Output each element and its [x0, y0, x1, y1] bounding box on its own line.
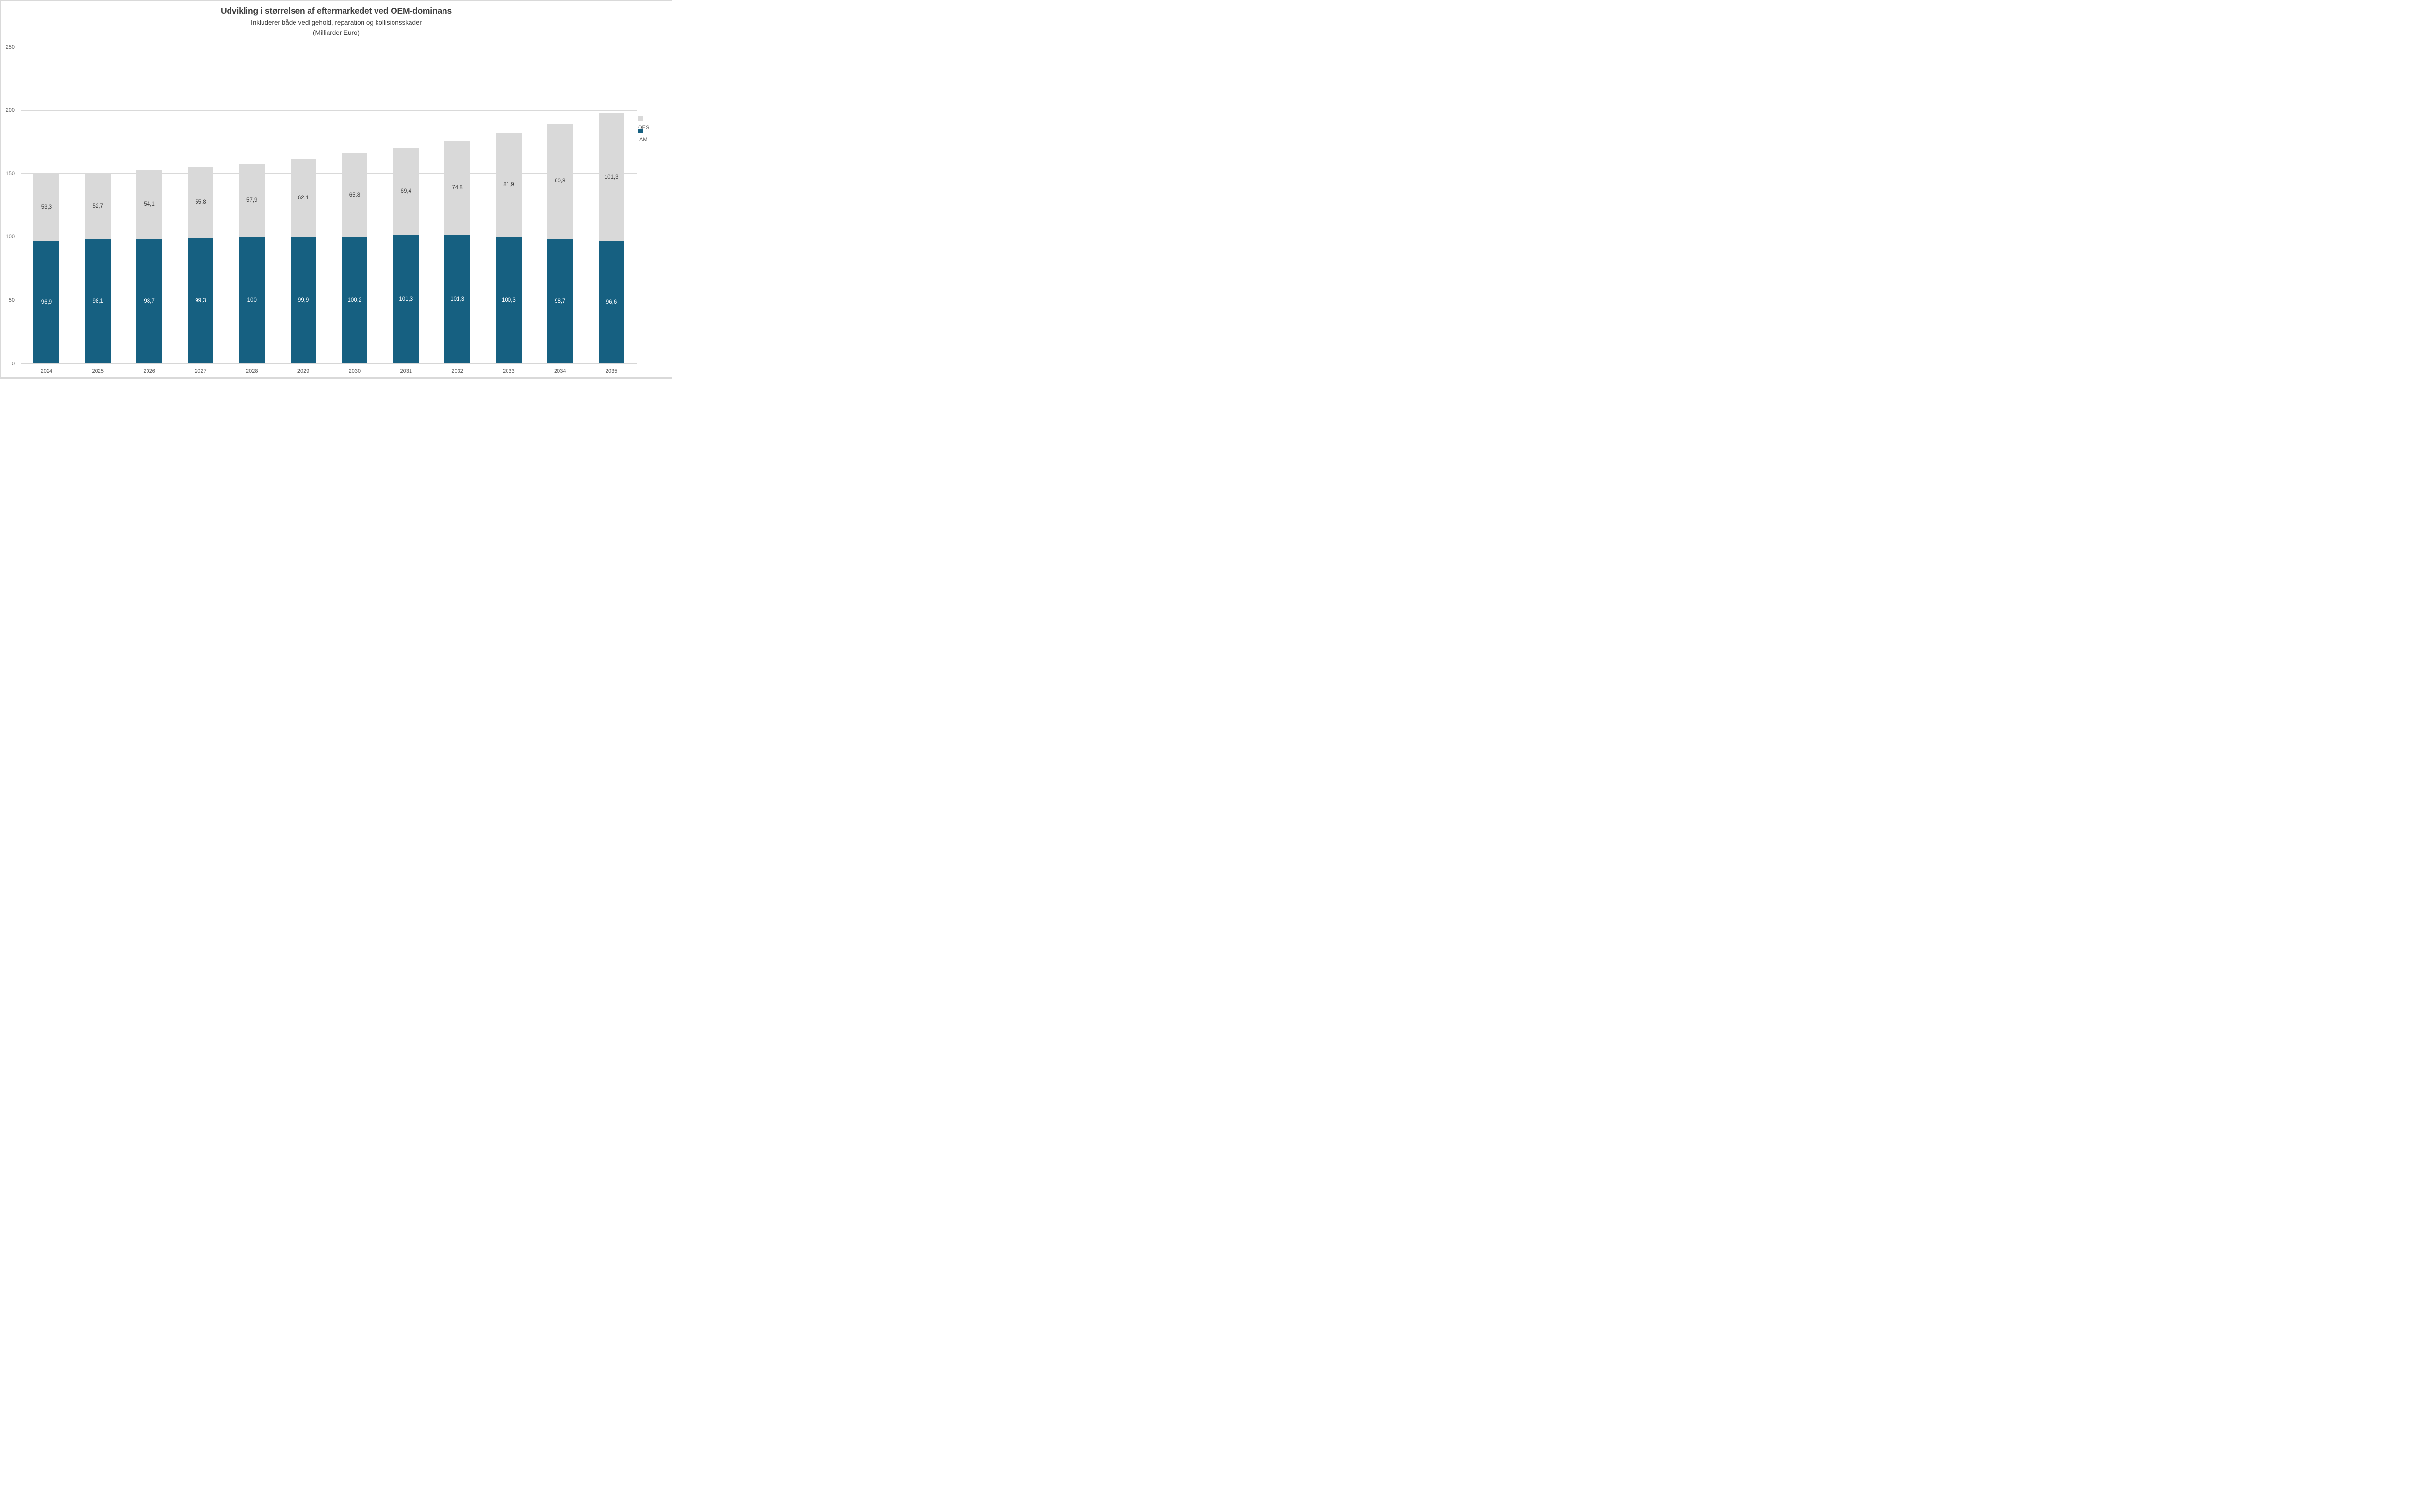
bar-2035-iam: [598, 241, 624, 364]
bar-label-2032-oes: 74,8: [452, 185, 463, 191]
y-axis-tick-label: 250: [5, 44, 15, 50]
bar-2028-iam: [239, 237, 265, 364]
legend-item-oes: OES: [638, 115, 649, 131]
bar-2035-oes: [598, 113, 624, 242]
bar-label-2027-iam: 99,3: [195, 297, 206, 304]
bottom-edge-line: [1, 377, 672, 379]
chart-canvas: Udvikling i størrelsen af eftermarkedet …: [0, 0, 672, 379]
x-axis-label-2032: 2032: [451, 368, 463, 374]
bar-2033-iam: [495, 236, 522, 364]
bar-label-2030-oes: 65,8: [349, 192, 361, 198]
y-axis-tick-label: 150: [5, 170, 15, 177]
bar-2027-iam: [187, 238, 213, 364]
x-axis-label-2033: 2033: [503, 368, 515, 374]
bar-label-2028-iam: 100: [247, 297, 257, 303]
x-axis-line: [21, 363, 637, 364]
bar-label-2029-oes: 62,1: [297, 195, 309, 201]
bar-label-2028-oes: 57,9: [246, 197, 258, 203]
bar-label-2029-iam: 99,9: [297, 297, 309, 304]
bar-label-2034-iam: 98,7: [555, 298, 566, 304]
bar-2030-iam: [342, 236, 368, 364]
bar-2026-oes: [136, 170, 163, 239]
bar-label-2025-iam: 98,1: [92, 298, 103, 305]
y-axis-tick-label: 100: [5, 234, 15, 240]
bar-2031-oes: [393, 147, 419, 235]
x-axis-label-2035: 2035: [605, 368, 618, 374]
bar-2024-oes: [33, 173, 60, 241]
bar-label-2033-oes: 81,9: [503, 181, 514, 188]
bar-2032-iam: [444, 235, 471, 364]
x-axis-label-2034: 2034: [554, 368, 566, 374]
x-axis-label-2031: 2031: [400, 368, 412, 374]
bar-2025-oes: [85, 172, 111, 240]
bar-2029-oes: [290, 158, 316, 237]
x-axis-label-2028: 2028: [246, 368, 258, 374]
bar-label-2024-oes: 53,3: [41, 204, 52, 210]
bar-2032-oes: [444, 140, 471, 235]
y-axis-tick-label: 200: [5, 107, 15, 114]
bar-label-2027-oes: 55,8: [195, 199, 206, 206]
x-axis-label-2024: 2024: [40, 368, 53, 374]
legend-item-iam: IAM: [638, 127, 648, 143]
bar-2031-iam: [393, 235, 419, 364]
bar-label-2031-oes: 69,4: [400, 188, 411, 195]
bar-label-2030-iam: 100,2: [347, 297, 362, 303]
y-axis-tick-label: 0: [11, 361, 15, 367]
bar-2029-iam: [290, 237, 316, 364]
legend-swatch-iam: [638, 129, 643, 133]
bar-label-2024-iam: 96,9: [41, 299, 52, 305]
bar-label-2033-iam: 100,3: [502, 297, 516, 303]
bar-2027-oes: [187, 167, 213, 238]
legend-swatch-oes: [638, 116, 643, 121]
x-axis-label-2025: 2025: [92, 368, 104, 374]
bar-2034-iam: [547, 238, 573, 364]
x-axis-label-2030: 2030: [348, 368, 361, 374]
bar-label-2026-iam: 98,7: [144, 298, 155, 304]
bar-label-2031-iam: 101,3: [399, 296, 413, 303]
bar-2033-oes: [495, 132, 522, 237]
legend-label-iam: IAM: [638, 136, 648, 143]
bar-label-2025-oes: 52,7: [92, 203, 103, 209]
x-axis-label-2027: 2027: [195, 368, 207, 374]
bar-2034-oes: [547, 123, 573, 239]
gridline-200: [21, 110, 637, 111]
bar-2024-iam: [33, 241, 60, 364]
plot-area: 0 50 100 150 200 250 96,9 53,3 2024 98,1 52,7 2025 9…: [1, 1, 672, 379]
gridline-150: [21, 173, 637, 174]
bar-2028-oes: [239, 164, 265, 237]
bar-label-2035-oes: 101,3: [604, 174, 619, 181]
y-axis-tick-label: 50: [8, 297, 15, 303]
x-axis-label-2029: 2029: [297, 368, 310, 374]
chart-title: Udvikling i størrelsen af eftermarkedet …: [220, 6, 452, 16]
x-axis-label-2026: 2026: [143, 368, 155, 374]
bar-2025-iam: [85, 239, 111, 364]
chart-subtitle: Inkluderer både vedligehold, reparation …: [251, 19, 422, 26]
bar-2026-iam: [136, 238, 163, 364]
bar-label-2034-oes: 90,8: [555, 178, 566, 184]
bar-2030-oes: [342, 153, 368, 237]
bar-label-2026-oes: 54,1: [144, 201, 155, 208]
bar-label-2035-iam: 96,6: [606, 299, 617, 306]
bar-label-2032-iam: 101,3: [450, 296, 464, 303]
chart-unit-label: (Milliarder Euro): [312, 29, 360, 36]
